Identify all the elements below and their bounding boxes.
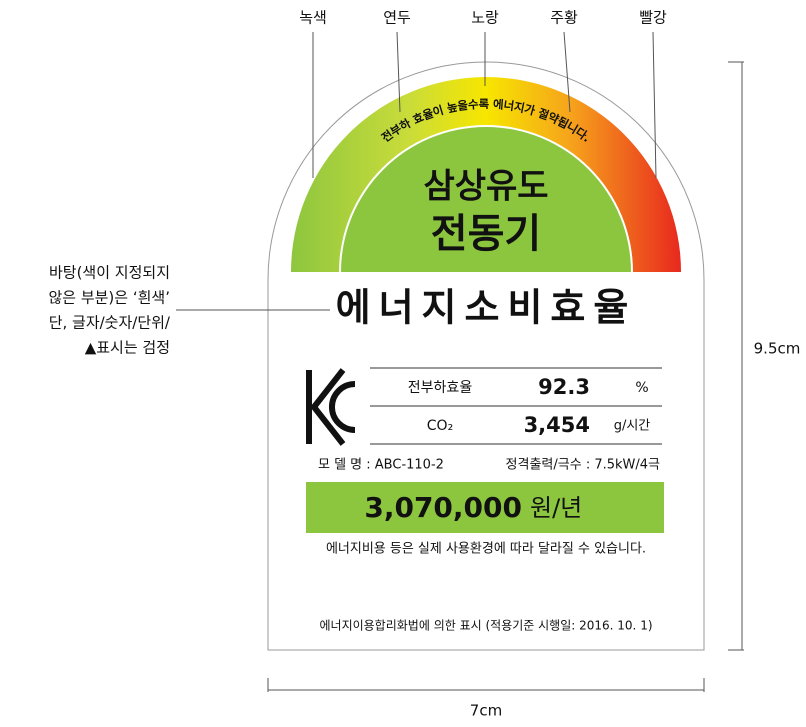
model: 모 델 명 : ABC-110-2: [318, 458, 444, 473]
color-label: 연두: [383, 9, 411, 27]
annotation: ▲표시는 검정: [85, 339, 170, 357]
color-label: 녹색: [299, 9, 327, 27]
title: 에너지소비효율: [336, 286, 637, 330]
cost-value: 3,070,000: [364, 491, 522, 524]
annotation: 바탕(색이 지정되지: [49, 264, 170, 282]
footer: 에너지이용합리화법에 의한 표시 (적용기준 시행일: 2016. 10. 1): [319, 618, 652, 633]
row-unit: %: [635, 380, 648, 396]
width-dim: 7cm: [470, 702, 502, 720]
product-line: 전동기: [431, 211, 541, 257]
row-unit: g/시간: [614, 419, 651, 434]
row-label: 전부하효율: [408, 380, 473, 396]
cost-unit: 원/년: [530, 494, 582, 522]
inner-semicircle: [341, 127, 631, 272]
color-label: 빨강: [639, 9, 667, 27]
annotation: 단, 글자/숫자/단위/: [49, 314, 171, 332]
note: 에너지비용 등은 실제 사용환경에 따라 달라질 수 있습니다.: [326, 542, 646, 557]
kc-logo: [306, 368, 356, 446]
color-label: 노랑: [471, 9, 499, 27]
row-value: 3,454: [524, 413, 590, 437]
table-lines: [370, 367, 662, 445]
rating: 정격출력/극수 : 7.5kW/4극: [506, 458, 660, 473]
row-value: 92.3: [538, 375, 590, 399]
color-label: 주황: [550, 9, 578, 27]
cost-bar: [306, 482, 664, 533]
row-label: CO₂: [427, 418, 453, 434]
leaders: [312, 31, 657, 179]
dimension-lines: [267, 61, 744, 692]
height-dim: 9.5cm: [754, 340, 801, 358]
annotation: 않은 부분)은 ‘흰색’: [48, 289, 170, 307]
product-line: 삼상유도: [423, 167, 548, 207]
color-arc: [291, 77, 681, 272]
